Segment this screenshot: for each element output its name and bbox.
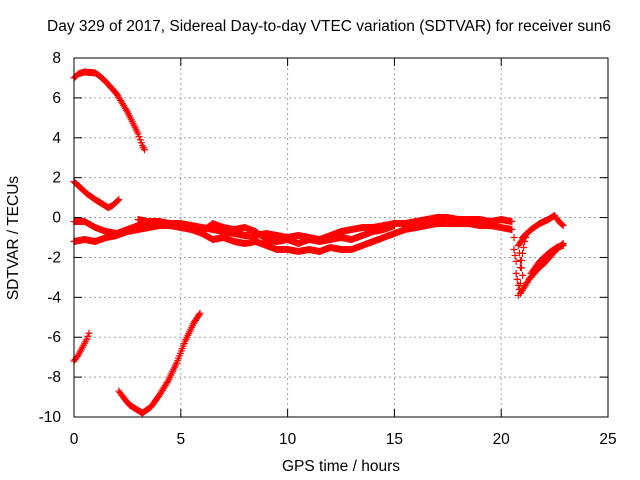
data-point [136, 136, 144, 144]
y-tick-label: 0 [52, 210, 61, 227]
data-point [559, 241, 567, 249]
data-point [115, 196, 123, 204]
data-point [134, 130, 142, 138]
plot-frame [73, 57, 609, 418]
data-points [70, 68, 567, 417]
x-tick-label: 5 [176, 431, 185, 448]
data-point [558, 221, 566, 229]
data-point [515, 240, 523, 248]
data-point [196, 309, 204, 317]
x-tick-label: 25 [599, 431, 616, 448]
x-tick-label: 0 [70, 431, 79, 448]
y-tick-label: -2 [47, 249, 61, 266]
data-point [519, 271, 527, 279]
data-point [390, 222, 398, 230]
data-point [512, 269, 520, 277]
data-point [516, 256, 524, 264]
y-tick-label: 4 [52, 130, 61, 147]
y-tick-label: -10 [39, 409, 62, 426]
data-point [514, 241, 522, 249]
data-point [140, 146, 148, 154]
data-point [195, 311, 203, 319]
data-point [85, 329, 93, 337]
y-tick-label: -4 [47, 289, 61, 306]
data-point [84, 332, 92, 340]
y-tick-label: 6 [52, 90, 61, 107]
data-point [515, 249, 523, 257]
series-band-3 [134, 216, 398, 247]
data-point [510, 245, 518, 253]
series-tail-3 [527, 241, 567, 277]
data-point [122, 106, 130, 114]
x-tick-label: 15 [386, 431, 403, 448]
series-arc-4 [115, 309, 204, 417]
data-point [83, 335, 91, 343]
y-tick-label: 8 [52, 50, 61, 67]
data-point [163, 379, 171, 387]
y-tick-label: -8 [47, 369, 61, 386]
y-tick-label: -6 [47, 329, 61, 346]
data-point [510, 234, 518, 241]
data-point [508, 218, 516, 226]
chart-title: Day 329 of 2017, Sidereal Day-to-day VTE… [47, 18, 611, 35]
data-point [508, 226, 516, 234]
data-point [516, 279, 524, 287]
grid-lines [74, 58, 608, 417]
series-scatter-20h [510, 230, 531, 299]
data-point [513, 275, 521, 283]
data-point [517, 264, 525, 272]
series-tail-2 [519, 212, 567, 241]
y-axis-label: SDTVAR / TECUs [5, 176, 22, 301]
data-point [512, 257, 520, 265]
y-axis-ticks: -10 -8 -6 -4 -2 0 2 4 6 8 [39, 50, 608, 426]
data-point [137, 139, 145, 147]
data-point [520, 243, 528, 251]
x-axis-ticks: 0 5 10 15 20 25 [70, 58, 617, 448]
series-arc-2 [70, 178, 123, 212]
series-arc-3 [70, 329, 93, 365]
x-tick-label: 10 [279, 431, 297, 448]
data-point [135, 133, 143, 141]
data-point [511, 251, 519, 259]
data-point [559, 222, 567, 230]
x-axis-label: GPS time / hours [282, 458, 400, 475]
y-tick-label: 2 [52, 170, 61, 187]
x-tick-label: 20 [493, 431, 511, 448]
data-point [114, 197, 122, 205]
